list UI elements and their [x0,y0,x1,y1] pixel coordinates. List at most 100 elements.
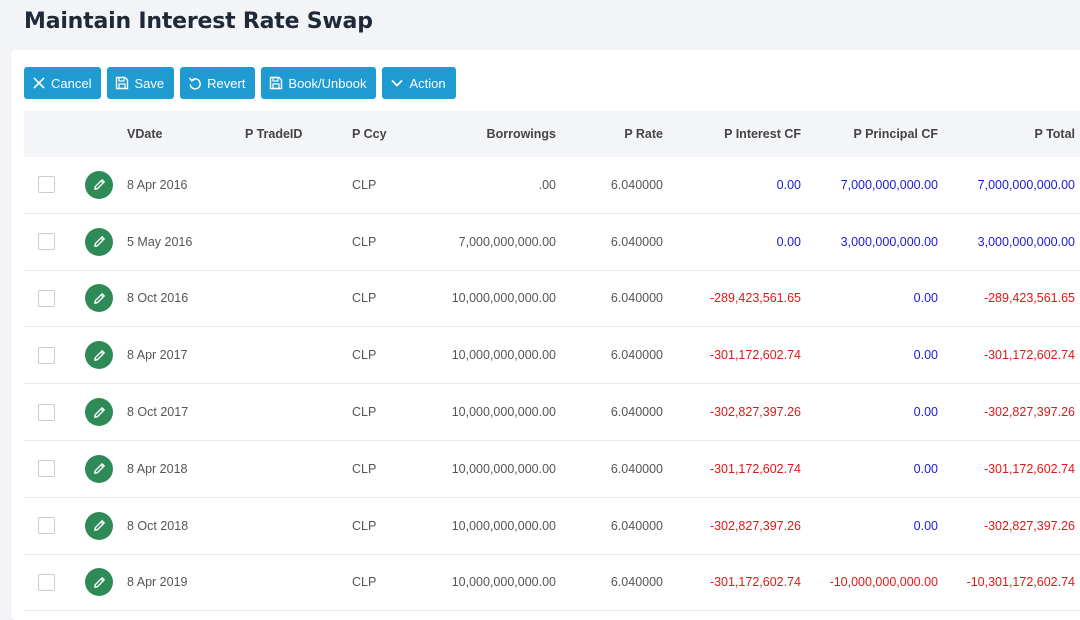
ccy-cell: CLP [352,575,377,590]
save-icon [115,76,129,90]
row-checkbox[interactable] [38,517,55,535]
save-icon [269,76,283,90]
edit-row-button[interactable] [85,227,113,256]
borrowings-cell: .00 [538,177,556,192]
interest-cf-cell: -301,172,602.74 [709,348,801,363]
row-checkbox[interactable] [38,233,55,251]
interest-cf-cell: 0.00 [776,234,801,249]
row-select-cell [38,384,56,440]
principal-cf-cell: -10,000,000,000.00 [829,575,938,590]
column-header-interest-cf[interactable]: P Interest CF [724,127,801,141]
table-row: 8 Oct 2017 CLP 10,000,000,000.00 6.04000… [24,384,1080,441]
vdate-cell: 8 Oct 2016 [127,291,189,306]
row-checkbox[interactable] [38,289,55,307]
row-select-cell [38,441,56,497]
row-checkbox[interactable] [38,460,55,478]
table-row: 8 Apr 2017 CLP 10,000,000,000.00 6.04000… [24,327,1080,385]
interest-cf-cell: -301,172,602.74 [709,575,801,590]
row-select-cell [38,157,56,213]
vdate-cell: 5 May 2016 [127,234,193,249]
rate-cell: 6.040000 [610,575,663,590]
vdate-cell: 8 Apr 2016 [127,177,188,192]
revert-label: Revert [207,75,246,91]
row-select-cell [38,555,56,611]
principal-cf-cell: 0.00 [913,461,938,476]
vdate-cell: 8 Apr 2018 [127,461,188,476]
row-edit-cell [85,327,113,383]
ccy-cell: CLP [352,234,377,249]
table-row: 8 Apr 2016 CLP .00 6.040000 0.00 7,000,0… [24,157,1080,214]
column-header-vdate[interactable]: VDate [127,127,163,141]
pencil-icon [92,177,107,192]
edit-row-button[interactable] [85,341,113,370]
total-cell: -10,301,172,602.74 [966,575,1075,590]
column-header-borrowings[interactable]: Borrowings [486,127,556,141]
total-cell: -301,172,602.74 [983,461,1075,476]
pencil-icon [92,461,107,476]
principal-cf-cell: 0.00 [913,348,938,363]
column-header-trade-id[interactable]: P TradeID [245,127,303,141]
revert-button[interactable]: Revert [180,67,256,99]
toolbar: Cancel Save Revert Book/Unbook Action [24,67,456,99]
interest-cf-cell: -289,423,561.65 [709,291,801,306]
table-row: 8 Apr 2019 CLP 10,000,000,000.00 6.04000… [24,555,1080,612]
ccy-cell: CLP [352,291,377,306]
rate-cell: 6.040000 [610,518,663,533]
row-select-cell [38,271,56,327]
edit-row-button[interactable] [85,284,113,313]
ccy-cell: CLP [352,518,377,533]
rate-cell: 6.040000 [610,405,663,420]
vdate-cell: 8 Apr 2019 [127,575,188,590]
column-header-rate[interactable]: P Rate [624,127,663,141]
grid-body: 8 Apr 2016 CLP .00 6.040000 0.00 7,000,0… [24,157,1080,612]
borrowings-cell: 10,000,000,000.00 [451,348,556,363]
row-checkbox[interactable] [38,346,55,364]
page-title: Maintain Interest Rate Swap [24,9,373,34]
total-cell: -302,827,397.26 [983,405,1075,420]
edit-row-button[interactable] [85,454,113,483]
swap-grid: VDate P TradeID P Ccy Borrowings P Rate … [24,111,1080,612]
row-select-cell [38,498,56,554]
vdate-cell: 8 Oct 2017 [127,405,189,420]
grid-header: VDate P TradeID P Ccy Borrowings P Rate … [24,111,1080,157]
save-label: Save [134,75,165,91]
row-checkbox[interactable] [38,176,55,194]
principal-cf-cell: 0.00 [913,405,938,420]
save-button[interactable]: Save [107,67,175,99]
pencil-icon [92,291,107,306]
column-header-principal-cf[interactable]: P Principal CF [853,127,938,141]
borrowings-cell: 10,000,000,000.00 [451,291,556,306]
row-edit-cell [85,441,113,497]
row-checkbox[interactable] [38,403,55,421]
cancel-button[interactable]: Cancel [24,67,102,99]
action-dropdown-button[interactable]: Action [382,67,456,99]
total-cell: 3,000,000,000.00 [977,234,1075,249]
borrowings-cell: 10,000,000,000.00 [451,405,556,420]
edit-row-button[interactable] [85,511,113,540]
book-unbook-button[interactable]: Book/Unbook [261,67,377,99]
vdate-cell: 8 Oct 2018 [127,518,189,533]
principal-cf-cell: 3,000,000,000.00 [840,234,938,249]
borrowings-cell: 10,000,000,000.00 [451,575,556,590]
rate-cell: 6.040000 [610,177,663,192]
total-cell: -302,827,397.26 [983,518,1075,533]
column-header-total[interactable]: P Total [1034,127,1075,141]
row-select-cell [38,214,56,270]
table-row: 5 May 2016 CLP 7,000,000,000.00 6.040000… [24,214,1080,271]
vdate-cell: 8 Apr 2017 [127,348,188,363]
column-header-ccy[interactable]: P Ccy [352,127,387,141]
main-panel: Cancel Save Revert Book/Unbook Action [11,50,1080,620]
total-cell: 7,000,000,000.00 [977,177,1075,192]
row-edit-cell [85,498,113,554]
row-checkbox[interactable] [38,573,55,591]
total-cell: -289,423,561.65 [983,291,1075,306]
chevron-down-icon [390,76,404,90]
principal-cf-cell: 7,000,000,000.00 [840,177,938,192]
rate-cell: 6.040000 [610,461,663,476]
edit-row-button[interactable] [85,398,113,427]
edit-row-button[interactable] [85,568,113,597]
ccy-cell: CLP [352,405,377,420]
borrowings-cell: 10,000,000,000.00 [451,461,556,476]
row-edit-cell [85,384,113,440]
edit-row-button[interactable] [85,170,113,199]
